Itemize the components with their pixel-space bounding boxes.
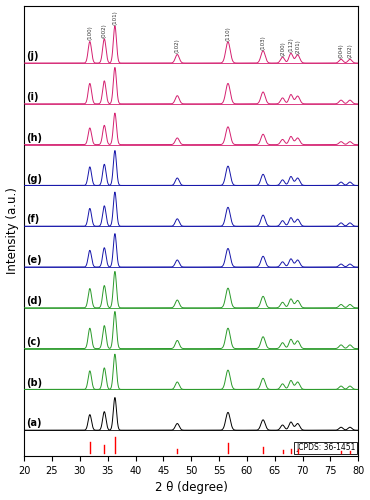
- Text: (h): (h): [26, 133, 42, 143]
- Text: (201): (201): [295, 39, 300, 54]
- Text: (j): (j): [26, 51, 38, 61]
- Text: (002): (002): [102, 23, 107, 38]
- Text: (200): (200): [280, 41, 285, 56]
- Text: (d): (d): [26, 296, 42, 306]
- Text: (g): (g): [26, 174, 42, 184]
- Text: (100): (100): [87, 26, 92, 40]
- Text: (103): (103): [260, 35, 266, 50]
- Text: JCPDS: 36-1451: JCPDS: 36-1451: [296, 444, 356, 452]
- Text: (101): (101): [112, 10, 117, 25]
- Text: (c): (c): [26, 337, 41, 347]
- X-axis label: 2 θ (degree): 2 θ (degree): [155, 482, 228, 494]
- Text: (f): (f): [26, 214, 39, 224]
- Text: (102): (102): [175, 38, 180, 54]
- Text: (a): (a): [26, 418, 41, 428]
- Text: (110): (110): [225, 26, 231, 41]
- Text: (112): (112): [289, 38, 293, 52]
- Text: (004): (004): [339, 44, 344, 58]
- Text: (i): (i): [26, 92, 38, 102]
- Y-axis label: Intensity (a.u.): Intensity (a.u.): [6, 188, 18, 274]
- Text: (b): (b): [26, 378, 42, 388]
- Text: (202): (202): [347, 44, 353, 58]
- Text: (e): (e): [26, 255, 41, 265]
